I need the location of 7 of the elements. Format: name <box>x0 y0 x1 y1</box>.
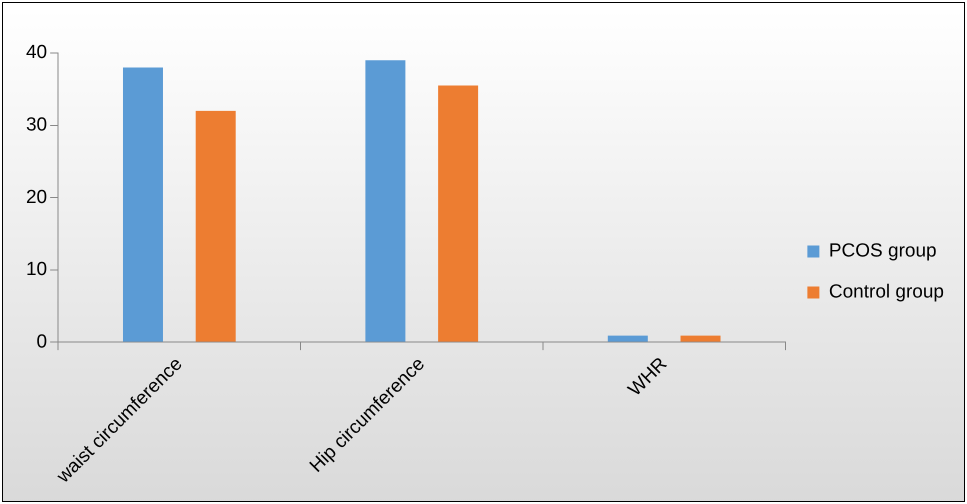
y-tick-label: 0 <box>36 331 48 352</box>
legend-label: PCOS group <box>828 240 937 262</box>
y-tick-label: 10 <box>26 259 48 280</box>
y-tick-label: 30 <box>26 114 48 136</box>
legend-label: Control group <box>828 282 944 303</box>
y-tick-label: 20 <box>26 186 48 208</box>
y-tick-label: 40 <box>26 42 48 64</box>
